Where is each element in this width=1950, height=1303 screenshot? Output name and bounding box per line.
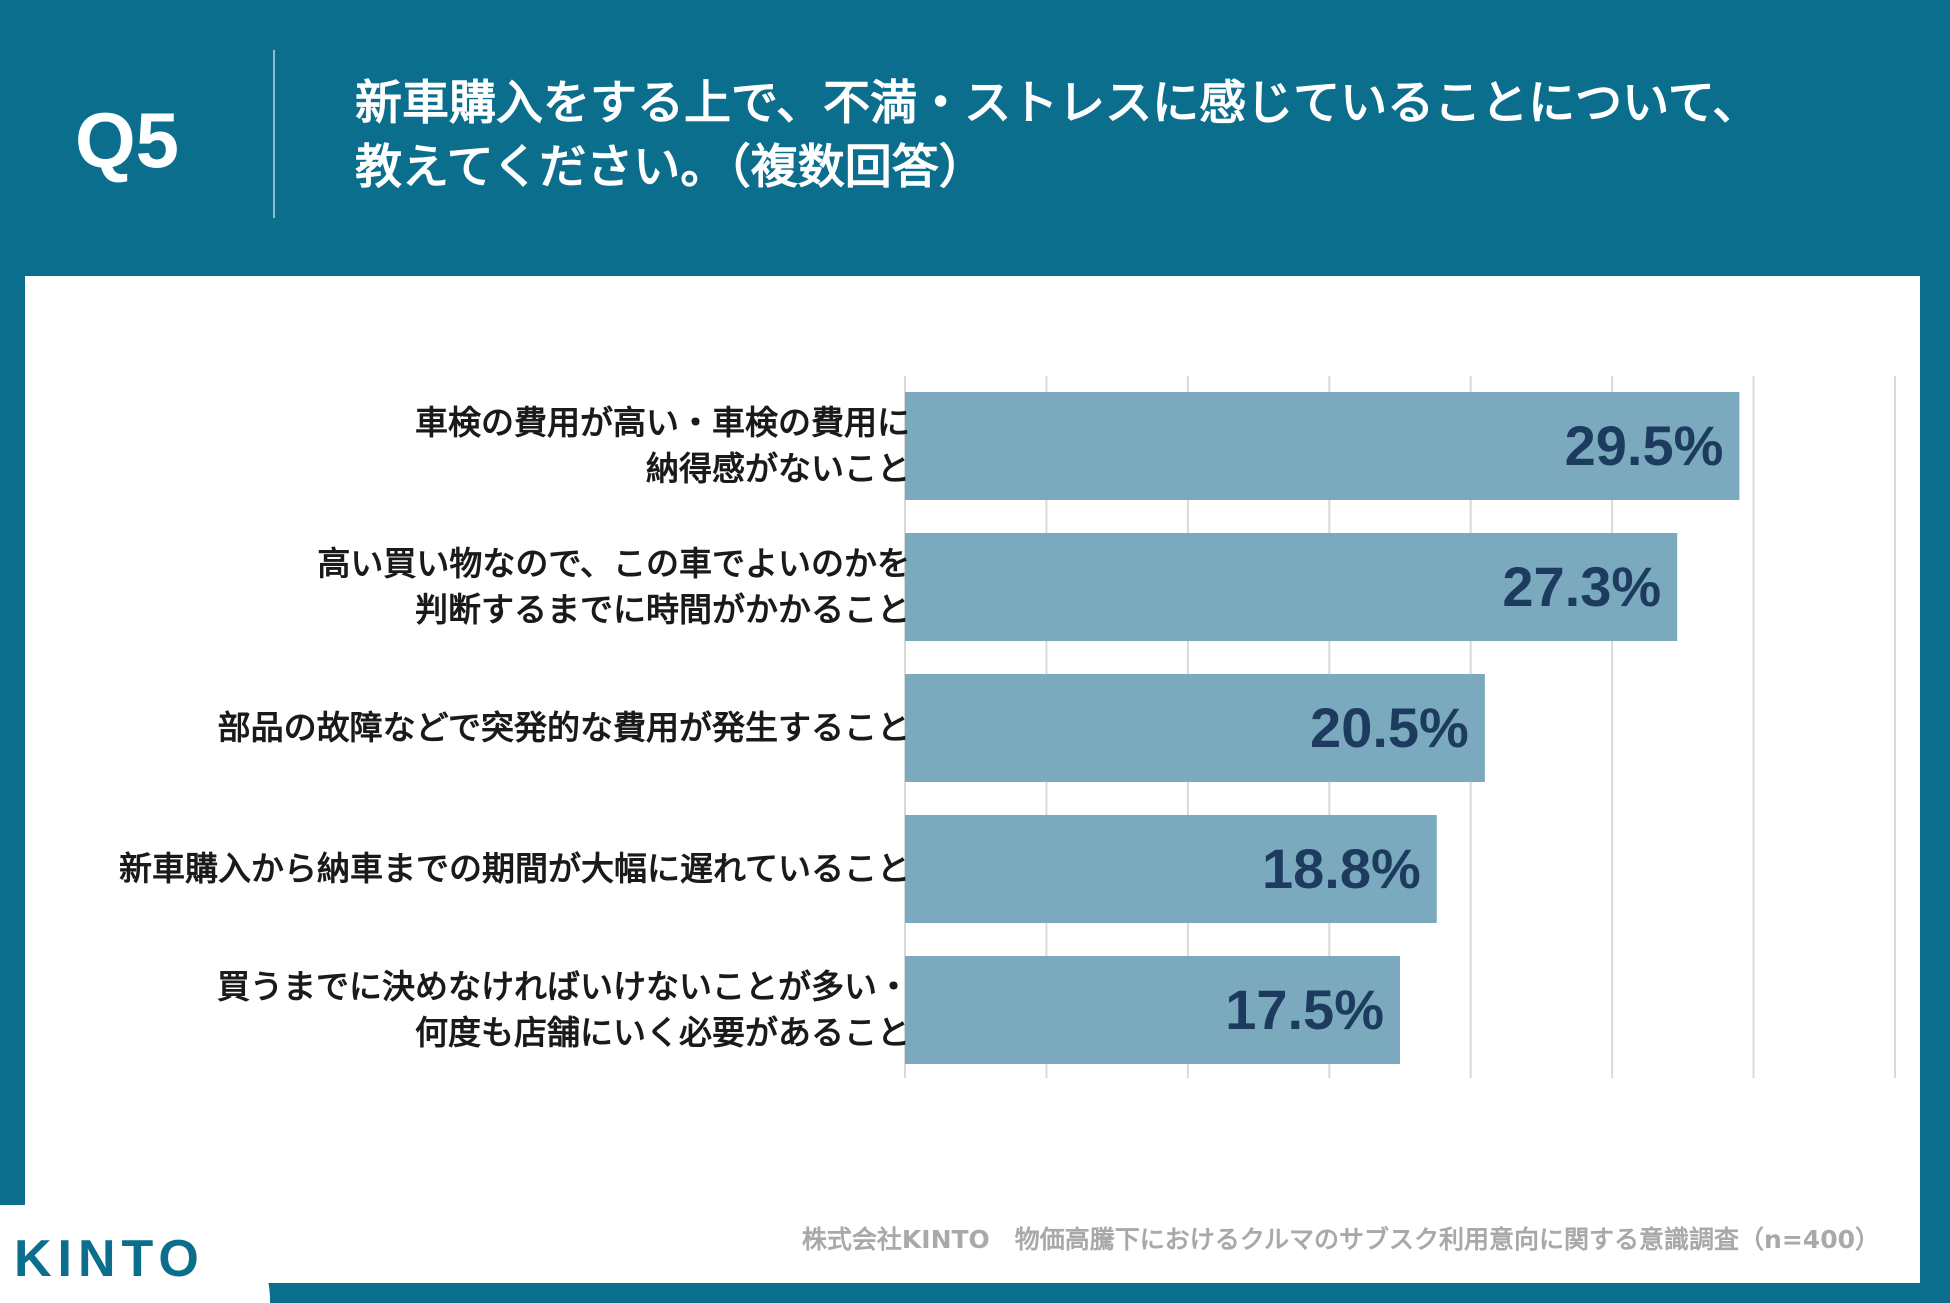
category-label-line: 車検の費用が高い・車検の費用に [415, 403, 910, 442]
category-label-line: 判断するまでに時間がかかること [415, 590, 910, 629]
value-label-4: 18.8% [1262, 837, 1421, 900]
value-label-2: 27.3% [1502, 555, 1661, 618]
bar-1 [905, 392, 1740, 500]
bar-2 [905, 533, 1678, 641]
chart-card: 29.5% 27.3% 20.5% 18.8% 17.5% 車検の費用が高い・車検の費用… [25, 276, 1920, 1283]
category-label-line: 部品の故障などで突発的な費用が発生すること [217, 708, 910, 747]
category-label-line: 新車購入から納車までの期間が大幅に遅れていること [118, 849, 910, 888]
question-title-line-1: 新車購入をする上で、不満・ストレスに感じていることについて、 [355, 76, 1760, 131]
value-label-3: 20.5% [1310, 696, 1469, 759]
bar-3 [905, 674, 1485, 782]
category-label-3: 部品の故障などで突発的な費用が発生すること [50, 705, 910, 751]
question-title-line-2: 教えてください。（複数回答） [355, 140, 986, 195]
category-label-1: 車検の費用が高い・車検の費用に納得感がないこと [50, 400, 910, 492]
value-label-5: 17.5% [1225, 978, 1384, 1041]
question-number: Q5 [75, 96, 180, 184]
kinto-logo: KINTO [14, 1230, 205, 1288]
source-note: 株式会社KINTO 物価高騰下におけるクルマのサブスク利用意向に関する意識調査（… [801, 1225, 1880, 1254]
value-label-1: 29.5% [1565, 414, 1724, 477]
bar-4 [905, 815, 1437, 923]
question-title: 新車購入をする上で、不満・ストレスに感じていることについて、 教えてください。（… [355, 72, 1915, 200]
category-label-2: 高い買い物なので、この車でよいのかを判断するまでに時間がかかること [50, 541, 910, 633]
category-label-line: 高い買い物なので、この車でよいのかを [317, 544, 910, 583]
bar-5 [905, 956, 1400, 1064]
header-banner: Q5 新車購入をする上で、不満・ストレスに感じていることについて、 教えてくださ… [0, 0, 1950, 275]
bottom-strip [0, 1283, 1950, 1303]
category-label-4: 新車購入から納車までの期間が大幅に遅れていること [50, 846, 910, 892]
bar-chart: 29.5% 27.3% 20.5% 18.8% 17.5% [904, 376, 1896, 1078]
category-label-5: 買うまでに決めなければいけないことが多い・何度も店舗にいく必要があること [50, 964, 910, 1056]
header-divider [273, 50, 275, 218]
category-label-line: 納得感がないこと [646, 449, 910, 488]
logo-tab [0, 1205, 270, 1303]
category-label-line: 何度も店舗にいく必要があること [415, 1013, 910, 1052]
category-label-line: 買うまでに決めなければいけないことが多い・ [217, 967, 910, 1006]
